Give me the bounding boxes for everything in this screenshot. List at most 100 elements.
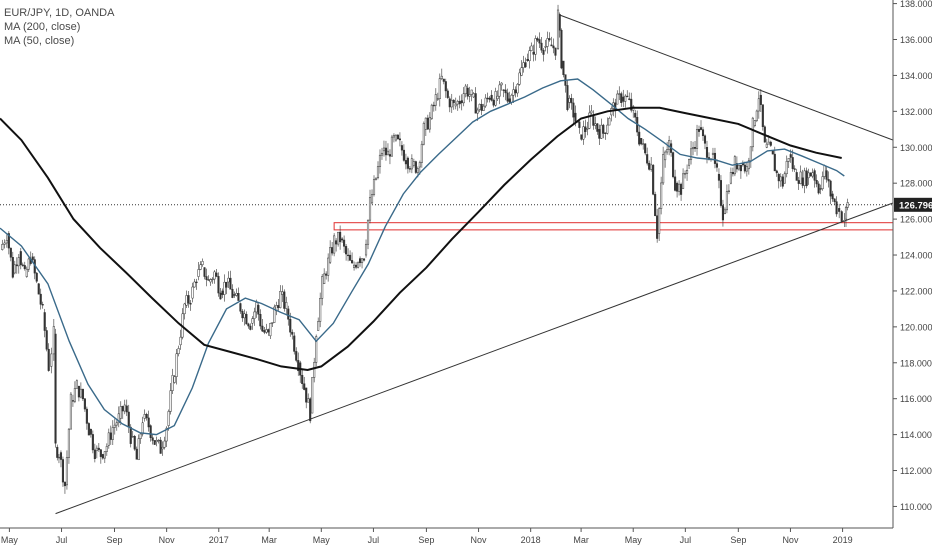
- candle-down: [446, 90, 449, 98]
- candle-up: [141, 422, 144, 435]
- candle-down: [448, 98, 451, 108]
- candle-down: [414, 161, 417, 173]
- candle-down: [207, 279, 210, 281]
- candle-down: [628, 98, 631, 100]
- candle-up: [472, 93, 475, 98]
- time-tick-label: Jul: [56, 535, 68, 545]
- candle-down: [558, 14, 561, 31]
- candle-down: [187, 295, 190, 304]
- candle-up: [223, 281, 226, 295]
- candle-down: [620, 93, 623, 103]
- candle-up: [279, 291, 282, 308]
- candle-up: [737, 164, 740, 170]
- candle-down: [189, 302, 192, 305]
- candle-down: [83, 398, 86, 410]
- candle-up: [67, 428, 70, 458]
- candle-up: [642, 143, 645, 145]
- candle-up: [498, 84, 501, 97]
- candle-up: [392, 135, 395, 138]
- candle-up: [711, 152, 715, 155]
- candle-up: [684, 173, 687, 175]
- time-tick-label: Sep: [418, 535, 434, 545]
- candle-up: [167, 411, 170, 426]
- candle-down: [721, 205, 724, 221]
- candle-up: [119, 406, 122, 419]
- candle-down: [335, 240, 338, 245]
- candle-up: [105, 446, 108, 452]
- candle-down: [93, 449, 96, 459]
- candle-down: [81, 388, 84, 400]
- candle-down: [719, 180, 723, 206]
- time-tick-label: Jul: [680, 535, 692, 545]
- candle-up: [422, 123, 425, 145]
- candle-down: [795, 172, 798, 181]
- candle-down: [827, 179, 830, 182]
- candle-up: [163, 440, 166, 448]
- candle-down: [301, 374, 304, 384]
- candle-down: [129, 426, 132, 444]
- time-tick-label: Nov: [159, 535, 176, 545]
- candle-down: [715, 163, 719, 168]
- candle-down: [31, 256, 34, 260]
- candle-down: [159, 439, 162, 454]
- candle-down: [347, 254, 350, 257]
- candle-up: [366, 219, 370, 245]
- candle-down: [195, 281, 198, 284]
- candle-down: [149, 425, 152, 438]
- candle-up: [689, 148, 693, 160]
- candle-down: [840, 211, 843, 222]
- candle-up: [606, 124, 609, 134]
- candle-up: [52, 326, 55, 355]
- candle-down: [622, 96, 625, 102]
- candle-down: [508, 98, 511, 103]
- candle-up: [360, 258, 364, 264]
- candle-up: [608, 117, 611, 126]
- time-axis[interactable]: May Jul Sep Nov 2017 Mar May Jul Sep Nov 2018 Mar Ma…: [0, 527, 893, 545]
- candle-up: [618, 93, 621, 95]
- candle-down: [43, 312, 46, 331]
- candle-down: [630, 98, 633, 111]
- candle-down: [646, 154, 649, 164]
- candle-down: [245, 314, 248, 325]
- price-tick-label: 126.000: [900, 215, 932, 225]
- candle-down: [91, 434, 94, 451]
- candle-down: [598, 129, 601, 139]
- candle-up: [131, 436, 134, 438]
- candle-down: [145, 414, 148, 419]
- price-tick-label: 138.000: [900, 0, 932, 9]
- candle-up: [143, 414, 146, 419]
- candle-up: [50, 353, 53, 367]
- candle-up: [660, 182, 663, 209]
- candle-up: [353, 264, 356, 268]
- candle-down: [596, 123, 599, 132]
- candle-down: [809, 172, 812, 177]
- price-axis[interactable]: 110.000 112.000 114.000 116.000 118.000 120.0…: [892, 0, 932, 528]
- candle-up: [390, 136, 394, 157]
- legend-ma200: MA (200, close): [4, 21, 81, 33]
- candle-up: [723, 209, 726, 214]
- candle-down: [237, 293, 240, 301]
- candle-down: [466, 87, 469, 97]
- candle-up: [588, 112, 591, 129]
- candle-down: [815, 180, 818, 185]
- candle-down: [538, 39, 541, 44]
- candle-up: [434, 94, 437, 106]
- last-price-badge: [894, 197, 932, 212]
- candle-up: [440, 75, 443, 79]
- candle-down: [759, 94, 762, 105]
- candle-up: [57, 456, 61, 459]
- candle-up: [319, 298, 322, 322]
- candle-down: [125, 405, 128, 413]
- candle-up: [666, 149, 669, 153]
- candle-down: [135, 448, 138, 460]
- candle-down: [358, 258, 362, 264]
- candle-down: [56, 446, 59, 458]
- candle-down: [602, 124, 605, 134]
- candle-down: [604, 132, 607, 134]
- candle-up: [757, 98, 760, 112]
- candle-up: [650, 164, 653, 170]
- candle-up: [315, 336, 318, 363]
- candle-up: [546, 38, 549, 47]
- candle-down: [654, 194, 657, 216]
